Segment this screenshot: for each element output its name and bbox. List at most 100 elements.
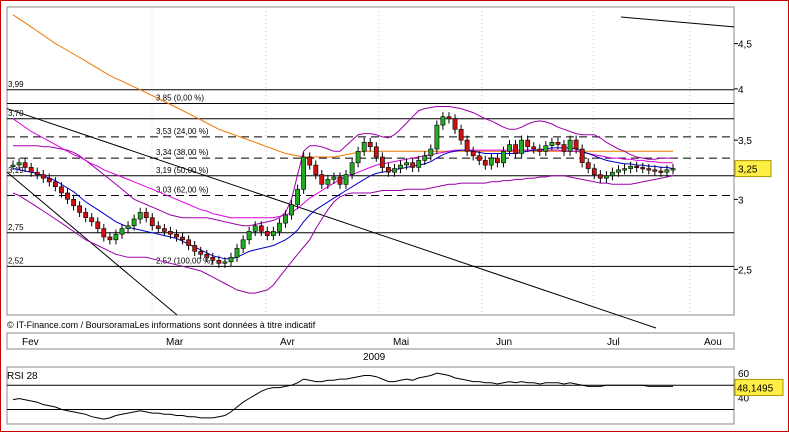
candle <box>670 168 676 171</box>
candle <box>337 176 343 185</box>
candle <box>531 146 537 150</box>
rsi-title: RSI 28 <box>7 371 38 382</box>
candle <box>416 160 422 168</box>
bollinger-upper-line <box>13 106 673 227</box>
price-panel: 3,99 3,85 (0,00 %) 3,70 3,53 (24,00 %) 3,34 … <box>6 6 772 329</box>
candle <box>168 231 173 235</box>
candle <box>616 169 621 173</box>
candle <box>307 156 313 166</box>
candle <box>482 160 488 166</box>
candle <box>349 162 355 175</box>
candle <box>398 164 403 169</box>
candle <box>470 151 476 157</box>
x-tick-label: Fev <box>22 337 39 348</box>
last-price-box <box>734 160 772 178</box>
level-label: 3,03 (62,00 %) <box>156 186 209 195</box>
candle <box>525 139 531 148</box>
candle <box>343 174 349 185</box>
y-tick-label: 3 <box>738 195 744 206</box>
candle <box>597 174 603 179</box>
credit-text: © IT-Finance.com / BoursoramaLes informa… <box>7 320 316 330</box>
candle <box>198 251 204 255</box>
candle <box>513 144 518 154</box>
candle <box>591 168 597 175</box>
candle <box>634 165 640 168</box>
candle <box>585 162 591 169</box>
candle <box>452 118 458 130</box>
candle <box>603 175 609 179</box>
plot-area <box>6 6 735 316</box>
y-tick-label: 3,5 <box>738 136 752 147</box>
candle <box>367 142 373 148</box>
candle <box>276 222 282 232</box>
candle <box>174 233 179 238</box>
candle <box>204 254 210 258</box>
candle <box>379 156 385 168</box>
candle <box>543 145 549 152</box>
candle <box>46 177 52 183</box>
trendline <box>6 108 657 329</box>
candle <box>609 171 615 177</box>
x-tick-label: Avr <box>280 337 295 348</box>
rsi-plot-area <box>6 366 735 425</box>
candle <box>228 256 234 263</box>
candle <box>494 157 500 164</box>
candle <box>446 116 452 120</box>
candle <box>234 248 240 258</box>
candle <box>579 148 585 163</box>
candle <box>422 155 428 161</box>
candle <box>246 231 252 241</box>
candle <box>107 236 113 241</box>
candle <box>137 212 143 220</box>
x-tick-label: Jul <box>607 337 620 348</box>
year-label: 2009 <box>363 352 386 363</box>
candle <box>89 217 95 223</box>
level-label: 3,99 <box>8 80 24 89</box>
candle <box>458 129 464 141</box>
candle <box>125 225 131 229</box>
candle <box>155 225 161 229</box>
candle <box>301 156 306 190</box>
level-label: 3,19 (50,00 %) <box>156 166 209 175</box>
candle <box>83 212 89 218</box>
candle <box>319 174 325 185</box>
candle <box>216 259 222 264</box>
candle <box>507 144 512 152</box>
candle <box>410 162 415 168</box>
candle <box>101 228 107 238</box>
rsi-y-tick-label: 60 <box>738 369 750 380</box>
candle <box>404 162 409 166</box>
candle <box>131 218 137 227</box>
level-label: 3,53 (24,00 %) <box>156 127 209 136</box>
date-axis: Fev Mar Avr Mai Jun Jul Aou <box>6 332 735 350</box>
candle <box>240 239 246 249</box>
candle <box>162 228 167 232</box>
candle <box>119 228 125 235</box>
candle <box>283 214 288 224</box>
level-label: 3,85 (0,00 %) <box>156 94 204 103</box>
candle <box>252 225 258 232</box>
x-tick-label: Mar <box>166 337 184 348</box>
x-tick-label: Jun <box>496 337 512 348</box>
candle <box>428 148 434 157</box>
candle <box>289 204 294 216</box>
candle <box>646 168 652 171</box>
candle <box>628 165 633 169</box>
candle <box>313 164 319 175</box>
candle <box>325 179 331 185</box>
candle <box>549 142 555 146</box>
candle <box>22 162 28 168</box>
level-label: 2,75 <box>8 223 24 232</box>
rsi-last-value: 48,1495 <box>737 383 774 394</box>
y-tick-label: 4 <box>738 85 744 96</box>
x-tick-label: Mai <box>393 337 409 348</box>
candle <box>71 199 76 207</box>
trendline <box>620 16 735 28</box>
trendline <box>6 171 178 316</box>
candle <box>28 167 34 173</box>
candle <box>143 212 149 218</box>
candle <box>210 256 216 261</box>
candle <box>355 151 361 164</box>
candle <box>385 167 391 173</box>
x-tick-label: Aou <box>704 337 722 348</box>
